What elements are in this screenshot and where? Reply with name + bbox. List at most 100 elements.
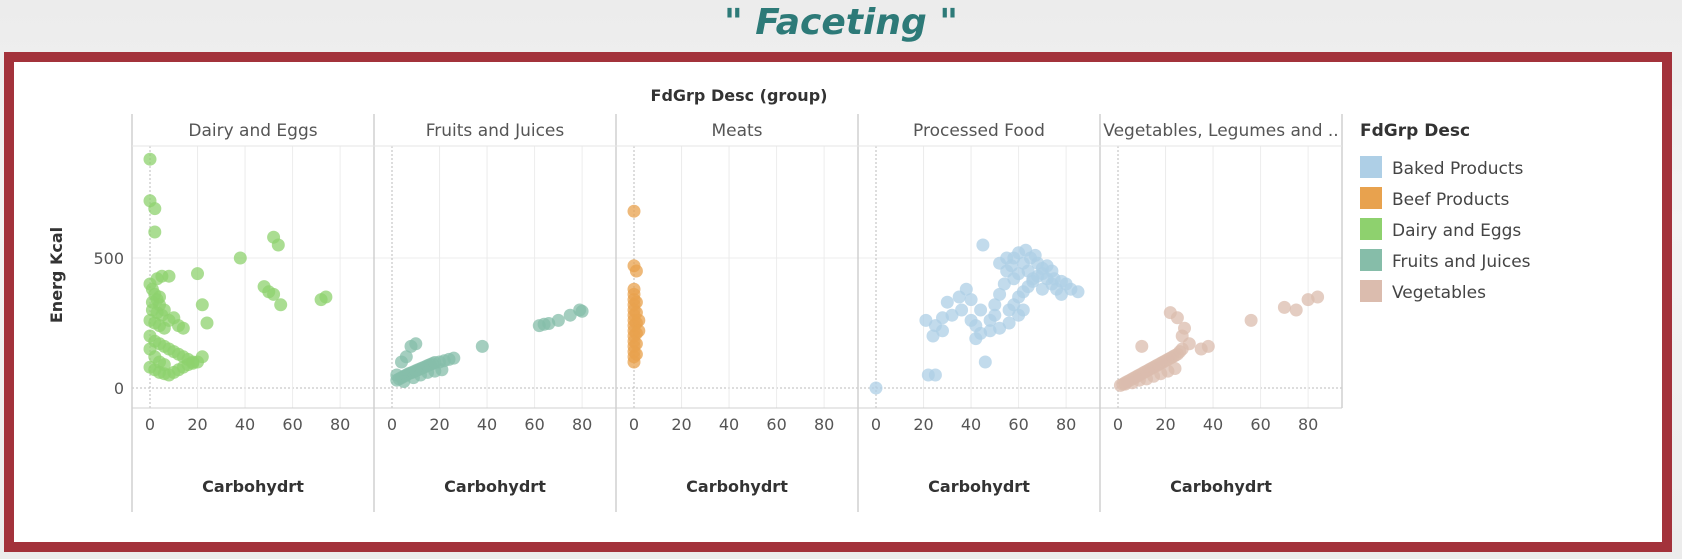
legend-items: Baked Products Beef Products Dairy and Egg… — [1360, 156, 1531, 303]
y-tick-label: 500 — [93, 249, 124, 268]
x-axis-label: Carbohydrt — [928, 477, 1030, 496]
data-point — [1168, 362, 1182, 375]
data-point — [869, 381, 883, 395]
x-tick-label: 60 — [1250, 415, 1270, 434]
faceted-scatter-chart: FdGrp Desc (group) Energ Kcal 0 500 Dairy … — [47, 86, 1531, 512]
data-point — [919, 313, 933, 327]
data-point — [157, 358, 171, 372]
data-point — [1019, 243, 1033, 257]
data-point — [447, 351, 461, 365]
legend: FdGrp Desc Baked Products Beef Products Da… — [1360, 121, 1531, 303]
x-tick-label: 0 — [629, 415, 639, 434]
data-point — [195, 298, 209, 312]
data-point — [157, 303, 171, 317]
x-tick-label: 80 — [1056, 415, 1076, 434]
data-point — [267, 287, 281, 301]
data-point — [1170, 311, 1184, 325]
data-point — [271, 238, 285, 252]
x-axis-label: Carbohydrt — [202, 477, 304, 496]
x-tick-label: 60 — [1008, 415, 1028, 434]
data-point — [1071, 285, 1085, 299]
data-point — [274, 298, 288, 312]
data-point — [1277, 300, 1291, 314]
data-point — [940, 295, 954, 309]
x-tick-label: 40 — [1203, 415, 1223, 434]
legend-item-label: Baked Products — [1392, 159, 1524, 179]
facet-header-label: Processed Food — [913, 121, 1045, 141]
data-point — [1311, 290, 1325, 304]
data-point — [1289, 303, 1303, 317]
data-point — [148, 202, 162, 216]
x-tick-label: 20 — [671, 415, 691, 434]
facets-group: 0 500 Dairy and Eggs 0 20 40 60 80 Carbohydrt Fru… — [93, 114, 1343, 512]
data-point — [563, 308, 577, 322]
data-point — [936, 324, 949, 338]
data-point — [1000, 251, 1014, 265]
x-tick-label: 80 — [1298, 415, 1318, 434]
x-tick-label: 60 — [282, 415, 302, 434]
data-point — [233, 251, 247, 265]
legend-item-label: Fruits and Juices — [1392, 252, 1531, 272]
legend-swatch — [1360, 218, 1382, 240]
data-point — [629, 337, 643, 351]
x-tick-label: 60 — [524, 415, 544, 434]
data-point — [1026, 272, 1040, 286]
y-tick-label: 0 — [114, 379, 124, 398]
x-tick-label: 20 — [429, 415, 449, 434]
data-point — [993, 321, 1007, 335]
x-tick-label: 20 — [1155, 415, 1175, 434]
data-point — [143, 152, 157, 166]
legend-title: FdGrp Desc — [1360, 121, 1470, 141]
x-tick-label: 0 — [145, 415, 155, 434]
y-axis-label: Energ Kcal — [47, 227, 66, 323]
data-point — [1244, 313, 1258, 327]
x-tick-label: 40 — [719, 415, 739, 434]
data-point — [959, 282, 973, 296]
data-point — [993, 287, 1007, 301]
data-point — [969, 332, 983, 346]
x-axis-label: Carbohydrt — [686, 477, 788, 496]
data-point — [148, 225, 162, 239]
data-point — [162, 269, 176, 283]
data-point — [475, 339, 489, 353]
data-point — [945, 308, 959, 322]
data-point — [399, 350, 413, 364]
data-point — [1178, 321, 1191, 335]
legend-item-label: Vegetables — [1392, 283, 1486, 303]
data-point — [926, 329, 940, 343]
facet-header-label: Fruits and Juices — [426, 121, 565, 141]
data-point — [988, 298, 1002, 312]
x-tick-label: 40 — [477, 415, 497, 434]
data-point — [409, 337, 423, 351]
x-tick-label: 80 — [814, 415, 834, 434]
data-point — [629, 347, 643, 361]
data-point — [964, 293, 978, 307]
data-point — [1054, 274, 1068, 288]
x-tick-label: 20 — [187, 415, 207, 434]
legend-swatch — [1360, 156, 1382, 178]
data-point — [632, 324, 646, 338]
chart-title: FdGrp Desc (group) — [651, 86, 828, 105]
x-tick-label: 80 — [330, 415, 350, 434]
data-point — [195, 350, 209, 364]
data-point — [997, 277, 1011, 291]
data-point — [1182, 337, 1196, 351]
x-tick-label: 0 — [1113, 415, 1123, 434]
facet-header-label: Vegetables, Legumes and .. — [1103, 121, 1338, 141]
x-tick-label: 0 — [871, 415, 881, 434]
data-point — [435, 363, 449, 377]
data-point — [632, 313, 646, 327]
x-tick-label: 80 — [572, 415, 592, 434]
data-point — [1135, 339, 1149, 353]
facet-header-label: Meats — [711, 121, 762, 141]
data-point — [176, 321, 190, 335]
x-tick-label: 40 — [235, 415, 255, 434]
data-point — [1002, 316, 1016, 330]
data-point — [575, 304, 589, 318]
x-axis-label: Carbohydrt — [1170, 477, 1272, 496]
data-point — [1035, 282, 1049, 296]
data-point — [629, 264, 643, 278]
legend-swatch — [1360, 187, 1382, 209]
data-point — [1012, 267, 1026, 281]
x-tick-label: 40 — [961, 415, 981, 434]
